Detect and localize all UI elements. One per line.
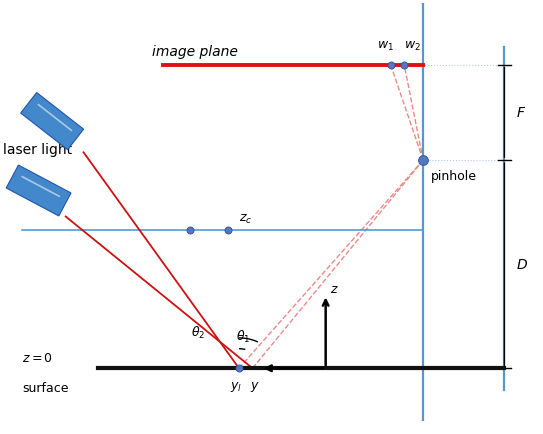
Text: $z$: $z$: [330, 282, 339, 295]
Text: $w_2$: $w_2$: [404, 39, 421, 53]
Text: $z_c$: $z_c$: [239, 213, 252, 226]
Text: surface: surface: [22, 381, 69, 395]
Text: image plane: image plane: [153, 45, 238, 59]
Polygon shape: [6, 166, 71, 217]
Text: $z = 0$: $z = 0$: [22, 351, 53, 364]
Polygon shape: [21, 93, 84, 150]
Text: $\theta_1$: $\theta_1$: [236, 329, 251, 345]
Text: laser light: laser light: [3, 143, 73, 157]
Text: $F$: $F$: [516, 106, 527, 120]
Text: $D$: $D$: [516, 258, 528, 272]
Text: pinhole: pinhole: [431, 169, 477, 182]
Text: $\theta_2$: $\theta_2$: [191, 324, 205, 340]
Text: $y$: $y$: [250, 379, 260, 393]
Text: $y_l$: $y_l$: [230, 379, 242, 393]
Text: $w_1$: $w_1$: [377, 39, 394, 53]
